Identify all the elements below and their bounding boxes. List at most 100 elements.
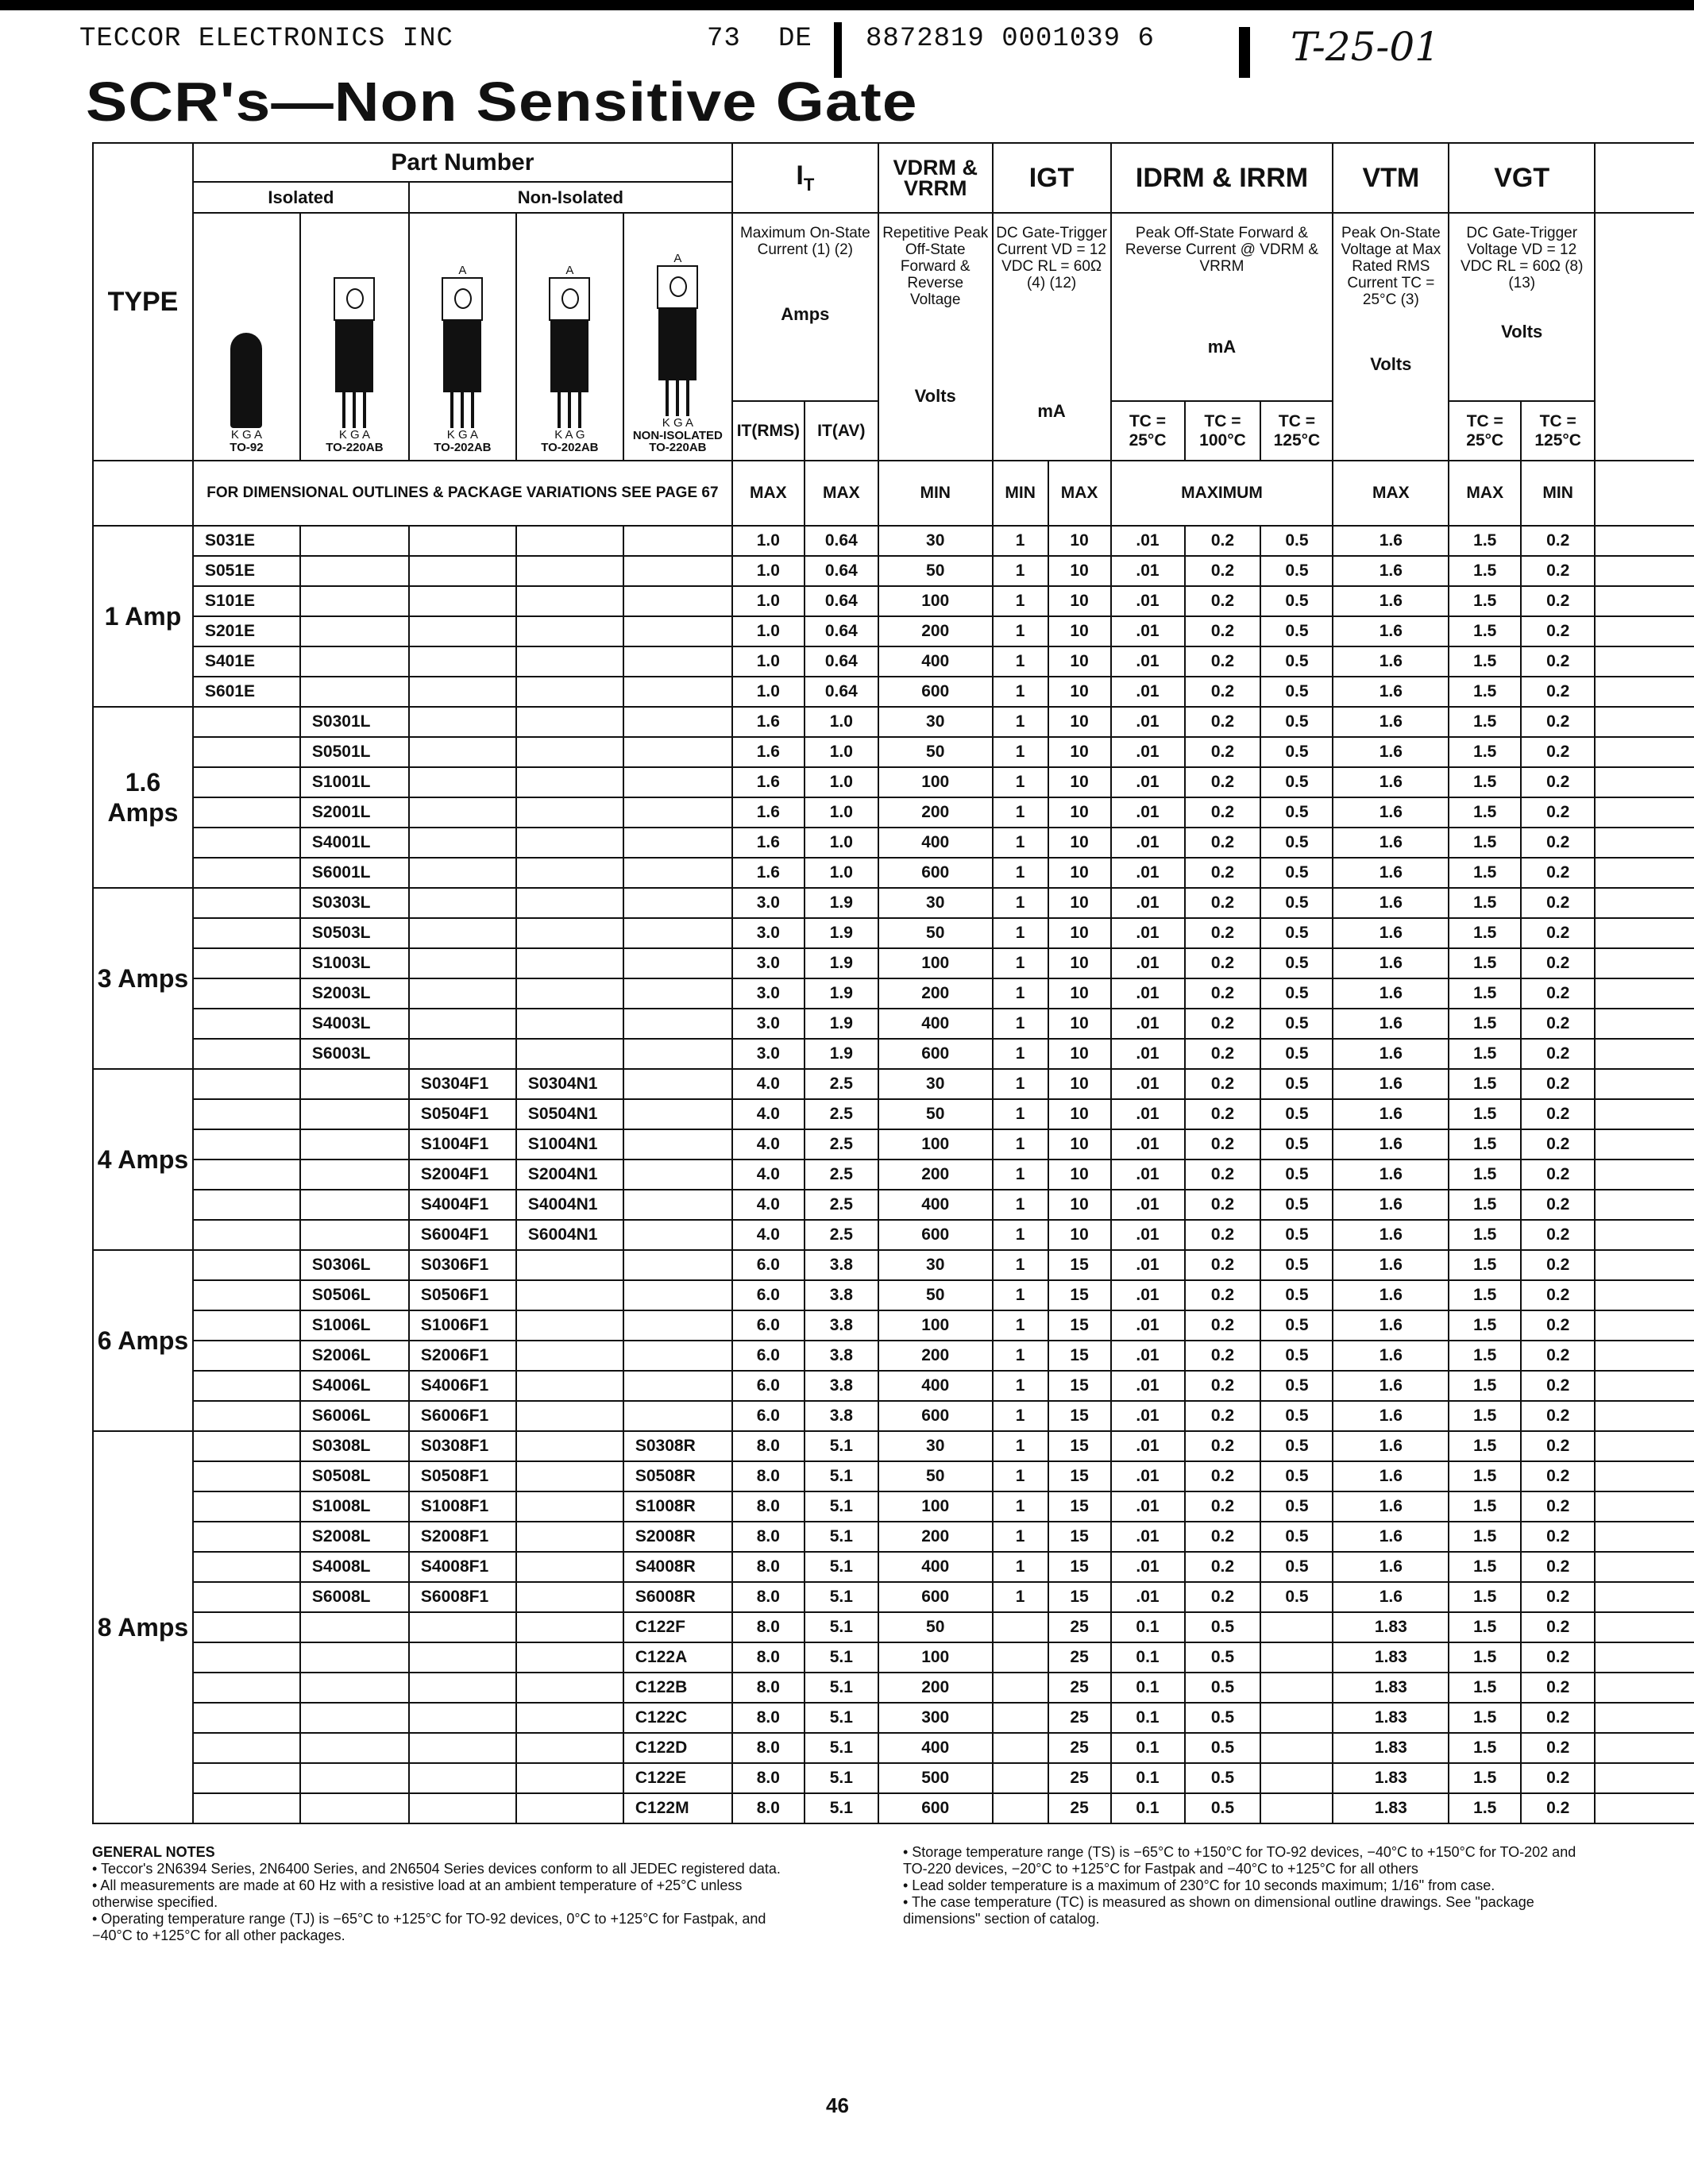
part-to202ab-b	[515, 676, 624, 708]
blank-cell	[1594, 1792, 1694, 1824]
package-to220ab: K G A TO-220AB	[299, 212, 410, 461]
vdrm: 50	[877, 555, 994, 587]
idrm-25c: .01	[1109, 1219, 1186, 1251]
it-rms: 1.6	[731, 766, 805, 798]
vdrm: 400	[877, 1732, 994, 1764]
igt-max: 15	[1047, 1551, 1112, 1583]
part-non-isolated: C122D	[622, 1732, 733, 1764]
vtm: 1.6	[1332, 646, 1450, 677]
part-to202ab-b	[515, 1611, 624, 1643]
igt-min: 1	[991, 947, 1049, 979]
blank-cell	[1594, 1762, 1694, 1794]
part-to202ab: S0304F1	[407, 1068, 517, 1100]
part-non-isolated	[622, 1068, 733, 1100]
igt-max: 15	[1047, 1279, 1112, 1311]
part-to202ab-b	[515, 646, 624, 677]
vdrm: 100	[877, 585, 994, 617]
it-av: 3.8	[803, 1279, 879, 1311]
it-rms: 8.0	[731, 1551, 805, 1583]
part-to220ab	[299, 646, 410, 677]
vgt-max: 1.5	[1448, 736, 1522, 768]
vtm: 1.83	[1332, 1792, 1450, 1824]
blank-cell	[1594, 1702, 1694, 1734]
vgt-max: 1.5	[1448, 1370, 1522, 1402]
vgt-min: 0.2	[1520, 1551, 1596, 1583]
vtm-description: Peak On-State Voltage at Max Rated RMS C…	[1332, 212, 1450, 461]
vgt-max: 1.5	[1448, 1008, 1522, 1040]
vgt-max: 1.5	[1448, 1038, 1522, 1070]
blank-cell	[1594, 1551, 1694, 1583]
vgt-min: 0.2	[1520, 766, 1596, 798]
igt-max: 10	[1047, 525, 1112, 557]
vtm: 1.6	[1332, 1189, 1450, 1221]
igt-max: 10	[1047, 887, 1112, 919]
vgt-min: 0.2	[1520, 857, 1596, 889]
part-to220ab: S6001L	[299, 857, 410, 889]
it-rms: 8.0	[731, 1642, 805, 1673]
vtm: 1.83	[1332, 1762, 1450, 1794]
igt-min: 1	[991, 1159, 1049, 1190]
idrm-125c: 0.5	[1260, 797, 1334, 828]
it-rms: 3.0	[731, 1038, 805, 1070]
igt-min: 1	[991, 1249, 1049, 1281]
part-non-isolated	[622, 797, 733, 828]
igt-min	[991, 1732, 1049, 1764]
it-av: 0.64	[803, 676, 879, 708]
part-to92	[191, 1702, 301, 1734]
it-av: 5.1	[803, 1521, 879, 1553]
it-av: 5.1	[803, 1702, 879, 1734]
vdrm: 100	[877, 1129, 994, 1160]
part-non-isolated: S0308R	[622, 1430, 733, 1462]
part-to92: S031E	[191, 525, 301, 557]
idrm-125c: 0.5	[1260, 1521, 1334, 1553]
table-row: S051E 1.0 0.64 50 1 10.01 0.2 0.5 1.6 1.5 0.2	[93, 555, 1694, 587]
part-to220ab	[299, 1611, 410, 1643]
limit-label: MAXIMUM	[1109, 460, 1334, 527]
it-av: 2.5	[803, 1159, 879, 1190]
blank-cell	[1594, 525, 1694, 557]
it-av: 3.8	[803, 1310, 879, 1341]
vtm: 1.6	[1332, 1430, 1450, 1462]
scan-mark	[834, 22, 842, 78]
type-group-label: 6 Amps	[92, 1249, 194, 1432]
part-to202ab: S2004F1	[407, 1159, 517, 1190]
it-rms: 1.6	[731, 827, 805, 859]
table-row: 6 Amps S0306L S0306F1 6.0 3.8 30 1 15.01 0.2 0.5 1…	[92, 1249, 1694, 1432]
vgt-max: 1.5	[1448, 1642, 1522, 1673]
part-to202ab	[407, 1672, 517, 1704]
it-rms: 8.0	[731, 1581, 805, 1613]
vgt-max: 1.5	[1448, 1279, 1522, 1311]
idrm-25c: .01	[1109, 1491, 1186, 1522]
blank-cell	[1594, 1581, 1694, 1613]
idrm-100c: 0.2	[1183, 947, 1262, 979]
vgt-min: 0.2	[1520, 555, 1596, 587]
vgt-max: 1.5	[1448, 917, 1522, 949]
vgt-min: 0.2	[1520, 1581, 1596, 1613]
blank-cell	[1594, 706, 1694, 738]
idrm-100c: 0.2	[1183, 555, 1262, 587]
part-to202ab-b: S2004N1	[515, 1159, 624, 1190]
vgt-min: 0.2	[1520, 947, 1596, 979]
igt-min: 1	[991, 797, 1049, 828]
igt-min: 1	[991, 827, 1049, 859]
vtm: 1.6	[1332, 555, 1450, 587]
part-non-isolated	[622, 1008, 733, 1040]
igt-max: 10	[1047, 1038, 1112, 1070]
limit-label: MAX	[803, 460, 879, 527]
page-title: SCR's—Non Sensitive Gate	[86, 71, 918, 133]
part-to202ab	[407, 1702, 517, 1734]
to220-package-icon	[657, 265, 699, 309]
limit-label: MAX	[1047, 460, 1112, 527]
idrm-25c: .01	[1109, 947, 1186, 979]
part-to202ab-b	[515, 1008, 624, 1040]
vgt-min: 0.2	[1520, 1310, 1596, 1341]
vgt-max: 1.5	[1448, 1521, 1522, 1553]
igt-min	[991, 1792, 1049, 1824]
idrm-125c: 0.5	[1260, 1159, 1334, 1190]
part-to92	[191, 1430, 301, 1462]
idrm-25c: .01	[1109, 857, 1186, 889]
vtm: 1.6	[1332, 1038, 1450, 1070]
table-row: S4008L S4008F1 S4008R 8.0 5.1 400 1 15.01 0.2 0.5…	[93, 1551, 1694, 1583]
idrm-100c: 0.2	[1183, 706, 1262, 738]
